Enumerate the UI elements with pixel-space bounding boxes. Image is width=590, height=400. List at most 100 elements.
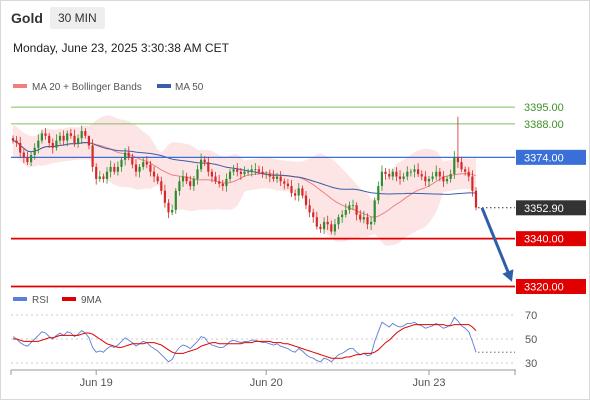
candle-body: [438, 171, 441, 177]
candle: [355, 202, 358, 221]
level-label-3374-00: 3374.00: [524, 152, 564, 164]
candle-body: [192, 178, 195, 187]
candle: [102, 173, 105, 183]
candle: [44, 128, 47, 140]
candle: [268, 169, 271, 183]
candle-body: [181, 176, 185, 182]
candle: [453, 151, 456, 179]
price-tags: 3395.00 3388.00 3374.00 3352.90 3340.00 3320.…: [516, 102, 586, 294]
candle: [474, 187, 478, 211]
candle: [80, 125, 83, 144]
candle-body: [243, 171, 246, 175]
candle-body: [261, 171, 264, 175]
candle: [134, 159, 138, 177]
candle: [232, 164, 235, 176]
candle: [373, 197, 376, 225]
candle: [156, 173, 159, 185]
candle-body: [323, 221, 326, 230]
candle: [333, 218, 336, 236]
x-tick-label: Jun 23: [412, 377, 445, 389]
candle: [362, 210, 365, 224]
candle-body: [239, 171, 242, 175]
candle-body: [138, 166, 141, 172]
rsi-line: [12, 316, 477, 363]
candle: [171, 204, 174, 216]
candle-body: [171, 210, 174, 213]
candle: [228, 168, 232, 182]
candle: [344, 203, 347, 218]
candle-body: [127, 152, 130, 158]
candle-body: [373, 200, 376, 222]
candle: [163, 184, 166, 208]
candle-body: [69, 133, 72, 136]
candle: [265, 171, 268, 179]
candle: [152, 166, 156, 183]
candle: [312, 208, 315, 223]
candle: [30, 152, 33, 166]
candle: [402, 172, 405, 182]
candle-body: [344, 210, 347, 215]
candle: [236, 163, 239, 177]
candle: [210, 168, 213, 183]
candle-body: [124, 152, 127, 160]
candle-body: [210, 171, 213, 177]
candle-body: [304, 195, 308, 206]
candle-body: [359, 214, 362, 220]
candle-body: [333, 224, 336, 232]
candle: [467, 167, 470, 182]
candle-body: [55, 140, 58, 148]
candle: [348, 201, 351, 214]
level-tag-3352-90: [516, 200, 586, 216]
candle: [131, 153, 134, 169]
candle-body: [120, 159, 123, 167]
candle-body: [330, 224, 333, 232]
candle-body: [265, 174, 268, 175]
candle: [196, 164, 199, 185]
candle-body: [250, 169, 253, 172]
candle-body: [453, 157, 456, 174]
candle: [290, 179, 293, 198]
candle-body: [174, 190, 177, 210]
candle-body: [142, 162, 145, 167]
legend-swatch-rsi: [13, 297, 27, 301]
candle-body: [445, 178, 449, 182]
candle: [185, 172, 188, 185]
candle-body: [435, 171, 438, 177]
candle-body: [113, 166, 116, 172]
candle-body: [232, 169, 235, 172]
candle-body: [228, 171, 232, 179]
candle: [167, 199, 170, 219]
candle-body: [456, 157, 459, 163]
candle-body: [26, 157, 29, 163]
candle: [200, 153, 203, 173]
candle: [95, 163, 98, 185]
candle-body: [337, 217, 340, 225]
candle: [40, 129, 43, 144]
candle-body: [58, 135, 62, 141]
candle-body: [312, 212, 315, 218]
candle: [62, 130, 65, 146]
candle: [26, 151, 29, 165]
candle-body: [290, 186, 293, 194]
candle-body: [420, 174, 423, 177]
candle-body: [236, 169, 239, 172]
candle-body: [355, 205, 358, 215]
legend-swatch-ma50: [157, 84, 171, 88]
candle-body: [134, 164, 138, 172]
candle-body: [413, 169, 416, 172]
timeframe-badge[interactable]: 30 MIN: [50, 7, 105, 29]
candle-body: [391, 171, 394, 177]
candle: [73, 129, 76, 147]
candle: [207, 156, 210, 177]
candle: [323, 217, 326, 234]
candle: [225, 173, 228, 192]
candle: [330, 220, 333, 235]
candle: [370, 216, 373, 231]
candle-body: [33, 147, 36, 155]
candle: [286, 179, 289, 189]
candle: [395, 167, 398, 182]
candle: [304, 191, 308, 209]
candle-body: [80, 131, 83, 139]
candle: [326, 215, 329, 231]
candle-body: [275, 176, 279, 179]
